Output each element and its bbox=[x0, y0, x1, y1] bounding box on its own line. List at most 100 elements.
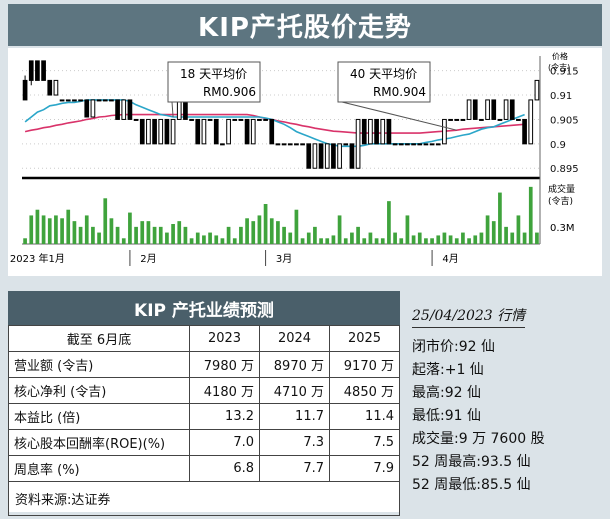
volume-bar bbox=[251, 221, 256, 244]
annotation-leader bbox=[341, 101, 457, 131]
volume-bar bbox=[442, 232, 447, 244]
candle-body bbox=[417, 143, 423, 146]
candle-body bbox=[503, 99, 509, 120]
volume-bar bbox=[60, 218, 64, 244]
annotation-box bbox=[167, 61, 261, 103]
candle-body bbox=[263, 118, 268, 121]
candle-body bbox=[485, 99, 490, 120]
y-tick-label: 0.905 bbox=[550, 115, 579, 126]
column-header: 2024 bbox=[259, 325, 330, 352]
ma40-line bbox=[24, 113, 525, 134]
candle-body bbox=[534, 79, 540, 101]
volume-bar bbox=[109, 218, 114, 244]
volume-bar bbox=[479, 232, 484, 244]
volume-bar bbox=[424, 238, 428, 244]
volume-bar bbox=[72, 221, 77, 244]
quote-line: 52 周最高:93.5 仙 bbox=[412, 454, 531, 470]
table-cell: 4180 万 bbox=[189, 377, 260, 404]
candle-body bbox=[269, 118, 275, 145]
candle-body bbox=[238, 118, 244, 121]
volume-bar bbox=[343, 238, 348, 244]
candle-body bbox=[250, 118, 256, 145]
x-tick-label: 3月 bbox=[276, 253, 292, 265]
volume-bar bbox=[189, 238, 194, 244]
volume-bar bbox=[467, 238, 471, 244]
candle-body bbox=[472, 99, 478, 120]
title-bar: KIP产托股价走势 bbox=[8, 4, 602, 46]
candle-body bbox=[164, 118, 170, 145]
candle-body bbox=[139, 118, 145, 145]
y-axis-label: (令吉) bbox=[548, 62, 570, 72]
candle-body bbox=[170, 118, 176, 145]
table-row: 核心股本回酬率(ROE)(%) 7.0 7.3 7.5 bbox=[8, 429, 400, 456]
candle-body bbox=[287, 143, 293, 146]
volume-bar bbox=[325, 238, 330, 244]
candle-body bbox=[109, 99, 114, 102]
quote-line: 52 周最低:85.5 仙 bbox=[412, 477, 531, 493]
candle-body bbox=[226, 118, 231, 145]
table-row: 本益比 (倍) 13.2 11.7 11.4 bbox=[8, 403, 400, 430]
volume-bar bbox=[47, 218, 52, 244]
column-header: 截至 6月底 bbox=[8, 325, 190, 352]
volume-bar bbox=[411, 235, 416, 244]
candle-body bbox=[361, 118, 367, 145]
candle-body bbox=[306, 143, 312, 169]
volume-bar bbox=[461, 232, 465, 244]
candle-body bbox=[423, 143, 429, 146]
volume-bar bbox=[115, 226, 120, 244]
volume-bar bbox=[356, 226, 360, 244]
volume-bar bbox=[473, 235, 478, 244]
row-label: 周息率 (%) bbox=[8, 455, 190, 482]
candle-body bbox=[220, 143, 225, 146]
y-axis-label: 价格 bbox=[552, 51, 568, 61]
candle-body bbox=[349, 143, 355, 169]
candle-body bbox=[374, 118, 379, 145]
candle-body bbox=[72, 99, 77, 102]
volume-bar bbox=[282, 226, 286, 244]
table-row: 核心净利 (令吉) 4180 万 4710 万 4850 万 bbox=[8, 377, 400, 404]
volume-bar bbox=[214, 235, 219, 244]
volume-bar bbox=[454, 238, 459, 244]
volume-bar bbox=[535, 232, 539, 244]
quote-line: 闭市价:92 仙 bbox=[412, 339, 495, 355]
volume-bar bbox=[498, 192, 502, 244]
table-cell: 7.3 bbox=[259, 429, 330, 456]
candle-body bbox=[454, 118, 460, 121]
volume-bar bbox=[195, 232, 200, 244]
volume-bar bbox=[263, 204, 268, 244]
column-header: 2023 bbox=[189, 325, 260, 352]
candle-body bbox=[491, 99, 497, 120]
candle-body bbox=[466, 99, 472, 120]
candle-body bbox=[232, 118, 238, 121]
volume-bar bbox=[220, 238, 225, 244]
candle-body bbox=[509, 99, 515, 120]
volume-bar bbox=[417, 232, 422, 244]
volume-bar bbox=[239, 226, 243, 244]
forecast-table-panel: KIP 产托业绩预测 截至 6月底 2023 2024 2025 营业额 (令吉… bbox=[8, 291, 400, 516]
candle-body bbox=[152, 118, 157, 145]
candle-body bbox=[398, 143, 404, 146]
candle-body bbox=[244, 118, 250, 145]
chart-panel: 0.895 0.9 0.905 0.91 0.915 价格 (令吉) 18 天平均价 RM0.9… bbox=[8, 48, 602, 276]
row-label: 核心净利 (令吉) bbox=[8, 377, 190, 404]
volume-bar bbox=[269, 218, 274, 244]
volume-bar bbox=[448, 235, 453, 244]
ma18-line bbox=[24, 99, 525, 148]
volume-bar bbox=[41, 215, 46, 244]
row-label: 核心股本回酬率(ROE)(%) bbox=[8, 429, 190, 456]
candle-body bbox=[84, 99, 90, 118]
volume-bar bbox=[158, 226, 163, 244]
candle-body bbox=[318, 143, 324, 169]
volume-bar bbox=[300, 238, 305, 244]
candle-body bbox=[497, 118, 503, 121]
volume-bar bbox=[134, 226, 138, 244]
volume-bar bbox=[66, 209, 71, 244]
candle-body bbox=[368, 118, 373, 145]
volume-bar bbox=[436, 235, 441, 244]
quote-panel: 25/04/2023 行情 闭市价:92 仙 起落:+1 仙 最高:92 仙 最… bbox=[412, 305, 608, 497]
volume-bar bbox=[368, 232, 373, 244]
volume-bar bbox=[54, 215, 58, 244]
volume-bar bbox=[177, 221, 182, 244]
volume-bar bbox=[257, 215, 262, 244]
table-cell: 7980 万 bbox=[189, 351, 260, 378]
